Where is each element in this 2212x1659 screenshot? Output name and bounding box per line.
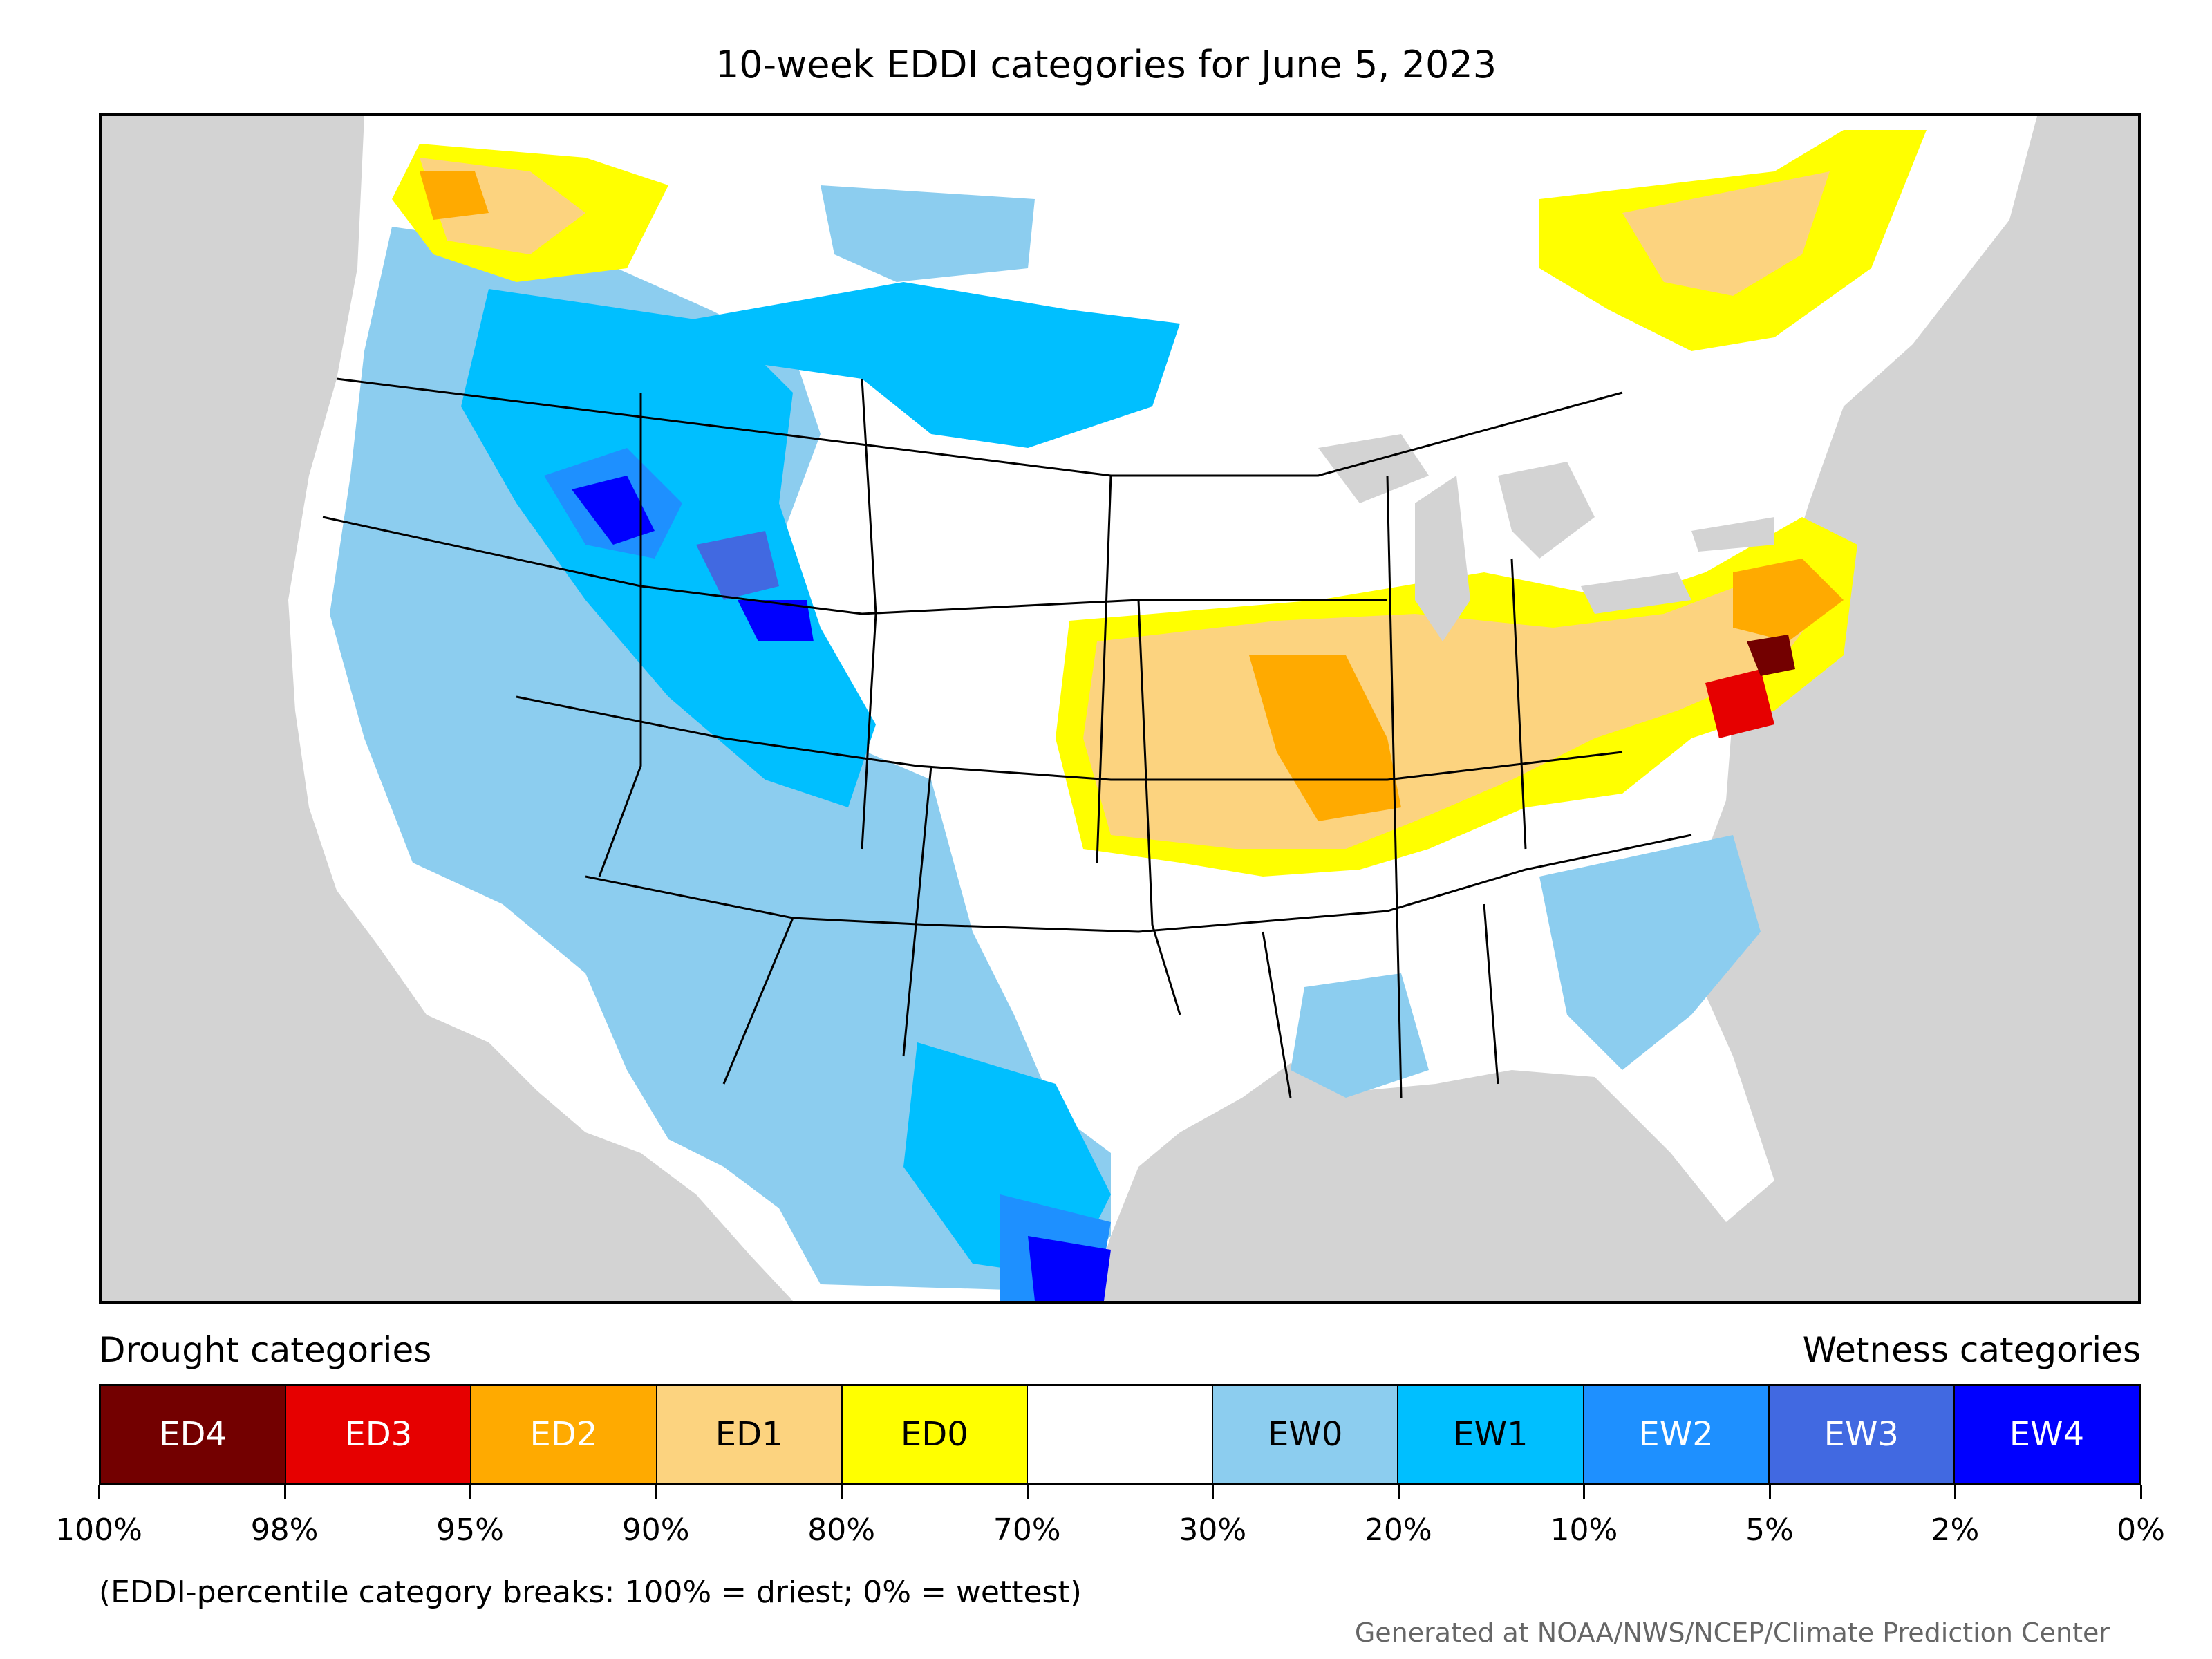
category-colorbar: ED4 ED3 ED2 ED1 ED0 EW0 EW1 EW2 EW3 EW4 [99, 1384, 2141, 1485]
legend-swatch-ed2: ED2 [471, 1386, 657, 1483]
colorbar-ticks [98, 1485, 2142, 1499]
colorbar-tick-label: 70% [993, 1512, 1061, 1548]
legend-swatch-ed1: ED1 [657, 1386, 843, 1483]
colorbar-tick [98, 1485, 100, 1499]
colorbar-tick-label: 30% [1179, 1512, 1247, 1548]
legend-swatch-normal [1027, 1386, 1214, 1483]
colorbar-tick [1397, 1485, 1400, 1499]
colorbar-tick [283, 1485, 286, 1499]
drought-categories-heading: Drought categories [99, 1330, 432, 1370]
colorbar-tick-label: 10% [1550, 1512, 1618, 1548]
legend-swatch-ew4: EW4 [1954, 1386, 2139, 1483]
wetness-categories-heading: Wetness categories [1802, 1330, 2141, 1370]
colorbar-tick-label: 2% [1931, 1512, 1980, 1548]
colorbar-tick [1954, 1485, 1957, 1499]
eddi-map [288, 116, 2037, 1301]
legend-swatch-ew2: EW2 [1584, 1386, 1770, 1483]
colorbar-tick [469, 1485, 472, 1499]
colorbar-tick-label: 0% [2117, 1512, 2165, 1548]
map-title: 10-week EDDI categories for June 5, 2023 [715, 43, 1497, 86]
colorbar-tick [1026, 1485, 1029, 1499]
colorbar-tick [655, 1485, 657, 1499]
legend-swatch-ed3: ED3 [286, 1386, 472, 1483]
colorbar-tick [1212, 1485, 1215, 1499]
credit-text: Generated at NOAA/NWS/NCEP/Climate Predi… [1354, 1618, 2110, 1648]
colorbar-tick [1583, 1485, 1586, 1499]
legend-swatch-ew3: EW3 [1769, 1386, 1955, 1483]
colorbar-tick-label: 100% [55, 1512, 142, 1548]
colorbar-tick [2140, 1485, 2142, 1499]
legend-swatch-ew1: EW1 [1398, 1386, 1584, 1483]
colorbar-tick-label: 80% [807, 1512, 876, 1548]
colorbar-tick-label: 98% [250, 1512, 319, 1548]
colorbar-tick [841, 1485, 843, 1499]
colorbar-tick-label: 5% [1745, 1512, 1794, 1548]
legend-swatch-ew0: EW0 [1213, 1386, 1399, 1483]
legend-swatch-ed4: ED4 [101, 1386, 287, 1483]
category-breaks-note: (EDDI-percentile category breaks: 100% =… [99, 1575, 1082, 1610]
colorbar-tick [1768, 1485, 1771, 1499]
map-panel [99, 113, 2141, 1304]
colorbar-tick-label: 95% [436, 1512, 504, 1548]
colorbar-tick-label: 20% [1364, 1512, 1432, 1548]
legend-swatch-ed0: ED0 [842, 1386, 1028, 1483]
colorbar-tick-label: 90% [621, 1512, 690, 1548]
